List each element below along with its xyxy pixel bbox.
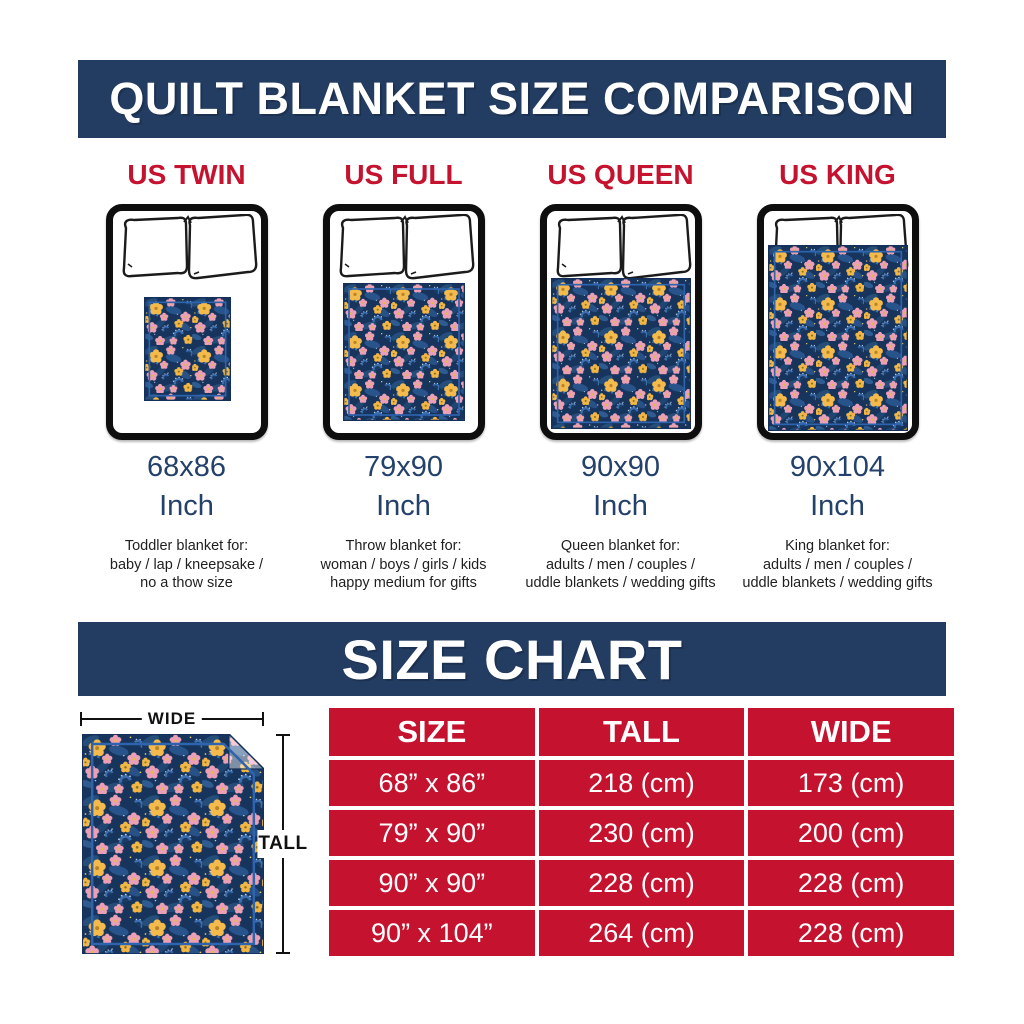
arrow-end-bar [276,952,290,954]
bed-illustration [322,204,485,440]
pillows-icon [339,214,474,280]
dimensions-unit: Inch [159,490,214,522]
description-line: baby / lap / kneepsake / [109,556,264,573]
description-line: Queen blanket for: [560,538,681,554]
header-wide: WIDE [748,708,954,756]
cell-tall: 230 (cm) [538,810,745,856]
table-header-row: SIZE TALL WIDE [329,708,954,756]
dimensions-unit: Inch [593,490,648,522]
table-row: 79” x 90” 230 (cm) 200 (cm) [329,810,954,856]
arrow-end-bar [276,734,290,736]
header-size: SIZE [329,708,535,756]
pillows-icon [556,214,691,280]
bed-illustration [756,204,919,440]
size-dimensions: 79x90 Inch [295,448,512,526]
cell-size: 68” x 86” [329,760,535,806]
size-name: US QUEEN [547,159,694,190]
title-banner: QUILT BLANKET SIZE COMPARISON [78,60,946,138]
cell-size: 90” x 90” [329,860,535,906]
description-line: woman / boys / girls / kids [320,556,487,573]
cell-tall: 264 (cm) [538,910,745,956]
wide-label: WIDE [141,710,203,728]
arrow-end-bar [262,712,264,726]
size-description: Throw blanket for: woman / boys / girls … [295,537,512,593]
size-dimensions: 68x86 Inch [78,448,295,526]
measurement-diagram: WIDE TALL [78,706,309,962]
dimensions-inches: 68x86 [146,451,226,483]
description-line: no a thow size [140,575,233,591]
quilt-diagram-illustration [82,734,264,954]
cell-wide: 228 (cm) [748,910,954,956]
size-name: US KING [779,159,896,190]
quilt-swatch [550,278,691,429]
size-dimensions: 90x90 Inch [512,448,729,526]
page-title: QUILT BLANKET SIZE COMPARISON [109,73,915,124]
cell-size: 79” x 90” [329,810,535,856]
description-line: adults / men / couples / [762,556,913,573]
table-row: 90” x 90” 228 (cm) 228 (cm) [329,860,954,906]
size-description: King blanket for: adults / men / couples… [729,537,946,593]
dimensions-unit: Inch [376,490,431,522]
dimensions-inches: 79x90 [363,451,443,483]
size-chart-title: SIZE CHART [341,627,683,691]
pillows-icon [122,214,257,280]
description-line: Toddler blanket for: [124,538,249,554]
size-dimensions: 90x104 Inch [729,448,946,526]
size-description: Toddler blanket for: baby / lap / kneeps… [78,537,295,593]
tall-label: TALL [257,830,309,858]
size-column-us-king: US KING 90x104 Inch King bla [729,158,946,593]
dimensions-inches: 90x90 [580,451,660,483]
description-line: Throw blanket for: [345,538,462,554]
size-column-us-twin: US TWIN 68x86 Inch Toddler b [78,158,295,593]
cell-wide: 228 (cm) [748,860,954,906]
wide-measure-arrow: WIDE [80,710,264,728]
description-line: King blanket for: [785,538,890,554]
description-line: uddle blankets / wedding gifts [525,575,716,591]
table-row: 90” x 104” 264 (cm) 228 (cm) [329,910,954,956]
size-column-us-queen: US QUEEN 90x90 Inch Queen bl [512,158,729,593]
table-row: 68” x 86” 218 (cm) 173 (cm) [329,760,954,806]
size-chart-table: SIZE TALL WIDE 68” x 86” 218 (cm) 173 (c… [325,704,958,960]
cell-tall: 228 (cm) [538,860,745,906]
description-line: uddle blankets / wedding gifts [742,575,933,591]
tall-measure-arrow: TALL [257,734,309,954]
header-tall: TALL [538,708,745,756]
size-name: US TWIN [127,159,246,190]
arrow-end-bar [80,712,82,726]
size-description: Queen blanket for: adults / men / couple… [512,537,729,593]
cell-wide: 200 (cm) [748,810,954,856]
bed-illustration [105,204,268,440]
cell-size: 90” x 104” [329,910,535,956]
size-columns: US TWIN 68x86 Inch Toddler b [78,158,946,593]
size-chart-banner: SIZE CHART [78,622,946,696]
size-column-us-full: US FULL 79x90 Inch Throw bla [295,158,512,593]
bed-illustration [539,204,702,440]
dimensions-unit: Inch [810,490,865,522]
description-line: adults / men / couples / [545,556,696,573]
quilt-swatch [143,297,231,401]
dimensions-inches: 90x104 [789,451,886,483]
size-name: US FULL [344,159,463,190]
cell-tall: 218 (cm) [538,760,745,806]
quilt-swatch [342,283,465,421]
description-line: happy medium for gifts [330,575,477,591]
cell-wide: 173 (cm) [748,760,954,806]
quilt-swatch [767,245,908,431]
